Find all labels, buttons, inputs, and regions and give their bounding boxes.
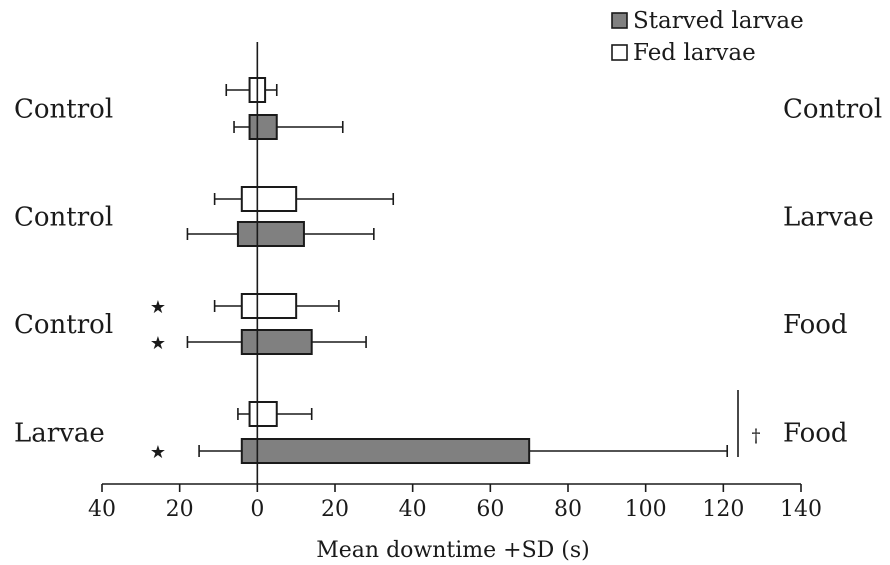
left-group-label: Larvae (14, 419, 105, 449)
starved-bar (248, 114, 278, 140)
right-group-label: Larvae (783, 203, 874, 233)
significance-star: ★ (150, 297, 166, 318)
dagger-mark: † (752, 426, 761, 447)
starved-bar (240, 438, 531, 464)
bars: ★ ★ ★ (150, 77, 729, 464)
fed-bar (248, 401, 278, 427)
x-tick-label: 120 (702, 497, 744, 522)
x-tick-label: 0 (250, 497, 264, 522)
significance-star: ★ (150, 442, 166, 463)
significance-star: ★ (150, 333, 166, 354)
right-group-label: Food (783, 310, 848, 340)
starved-bar (236, 221, 305, 247)
x-tick-label: 80 (554, 497, 582, 522)
right-group-label: Control (783, 95, 882, 125)
legend-label: Fed larvae (633, 40, 756, 66)
x-axis-title: Mean downtime +SD (s) (316, 538, 590, 563)
x-tick-label: 40 (399, 497, 427, 522)
x-tick-label: 60 (476, 497, 504, 522)
starved-bar (240, 329, 313, 355)
legend-swatch (611, 12, 628, 29)
fed-bar (240, 186, 298, 212)
legend: Starved larvae Fed larvae (611, 8, 804, 66)
side-labels: Control Control Control Larvae Control Food La… (14, 95, 882, 457)
x-tick-label: 20 (166, 497, 194, 522)
right-group-label: Food (783, 419, 848, 449)
x-tick-label: 20 (321, 497, 349, 522)
x-tick-label: 140 (780, 497, 822, 522)
legend-label: Starved larvae (633, 8, 804, 34)
left-group-label: Control (14, 203, 113, 233)
left-group-label: Control (14, 95, 113, 125)
left-group-label: Control (14, 310, 113, 340)
fed-bar (240, 293, 298, 319)
x-tick-label: 40 (88, 497, 116, 522)
legend-swatch (611, 44, 628, 61)
x-tick-label: 100 (625, 497, 667, 522)
x-axis: 40 20 0 20 40 60 80 100 120 140 (88, 483, 822, 522)
